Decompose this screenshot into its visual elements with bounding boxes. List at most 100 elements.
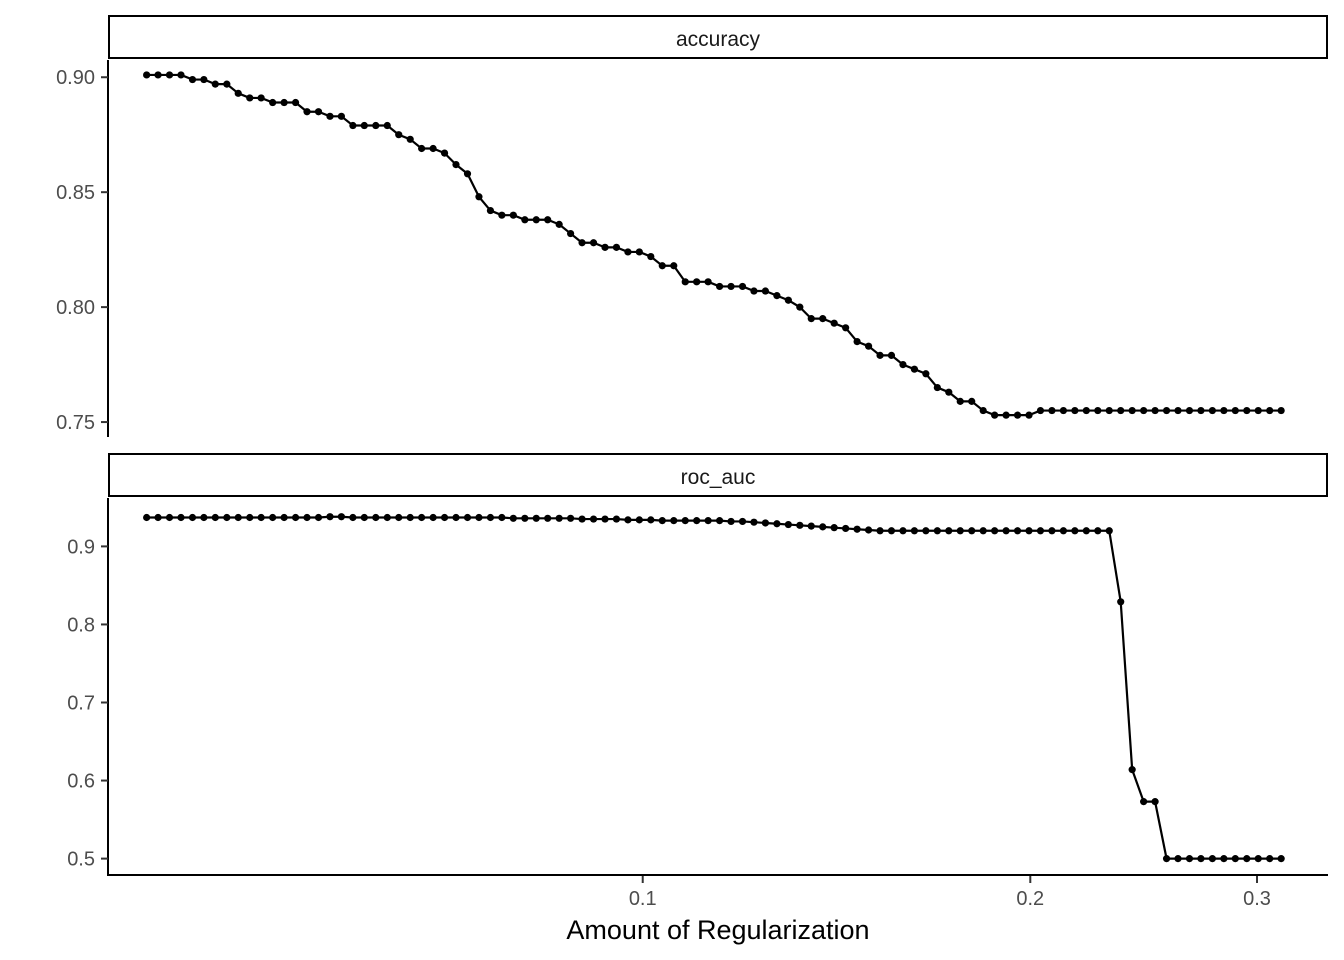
- data-point-accuracy: [165, 71, 174, 79]
- y-tick-label-roc-auc: 0.9: [67, 536, 95, 558]
- data-point-roc-auc: [509, 514, 517, 522]
- data-point-roc-auc: [395, 513, 403, 522]
- data-point-accuracy: [716, 282, 724, 291]
- x-tick-label: 0.1: [629, 888, 657, 910]
- data-point-roc-auc: [1105, 527, 1113, 535]
- data-point-accuracy: [463, 170, 472, 178]
- data-point-roc-auc: [200, 513, 208, 522]
- data-point-roc-auc: [314, 513, 323, 522]
- data-point-roc-auc: [1266, 855, 1274, 863]
- data-point-roc-auc: [246, 513, 254, 522]
- data-point-roc-auc: [624, 516, 632, 524]
- data-point-accuracy: [555, 220, 563, 228]
- data-point-accuracy: [922, 370, 930, 378]
- data-point-roc-auc: [177, 513, 185, 522]
- data-point-roc-auc: [1013, 527, 1022, 535]
- data-point-accuracy: [177, 71, 185, 79]
- data-point-accuracy: [1266, 406, 1274, 415]
- data-point-accuracy: [1208, 406, 1216, 415]
- data-point-roc-auc: [979, 527, 987, 535]
- data-point-roc-auc: [1277, 855, 1285, 863]
- data-point-accuracy: [1036, 406, 1045, 415]
- data-point-roc-auc: [257, 513, 265, 522]
- data-point-roc-auc: [922, 527, 930, 535]
- data-point-roc-auc: [1094, 527, 1102, 535]
- data-point-roc-auc: [280, 513, 288, 522]
- data-point-accuracy: [1117, 406, 1125, 415]
- data-point-roc-auc: [269, 513, 277, 522]
- data-point-accuracy: [704, 278, 712, 286]
- data-point-accuracy: [991, 411, 999, 419]
- data-point-roc-auc: [796, 521, 804, 529]
- data-point-accuracy: [968, 397, 976, 405]
- data-point-accuracy: [1013, 411, 1022, 419]
- data-point-accuracy: [1254, 406, 1262, 415]
- data-point-accuracy: [567, 229, 575, 238]
- data-point-roc-auc: [738, 517, 747, 526]
- data-point-roc-auc: [933, 527, 941, 535]
- y-tick-label-accuracy: 0.75: [56, 412, 95, 434]
- y-tick-label-roc-auc: 0.5: [67, 849, 95, 871]
- data-point-roc-auc: [418, 513, 426, 522]
- data-point-roc-auc: [337, 513, 345, 521]
- x-ticks: 0.1 0.2 0.3: [629, 876, 1271, 910]
- series-line-accuracy: [146, 73, 1282, 417]
- data-point-accuracy: [1002, 411, 1010, 419]
- data-point-accuracy: [727, 282, 735, 291]
- data-point-roc-auc: [635, 516, 643, 524]
- data-point-accuracy: [670, 262, 678, 270]
- data-point-accuracy: [269, 98, 277, 107]
- data-point-roc-auc: [773, 520, 781, 528]
- data-point-roc-auc: [1254, 855, 1262, 863]
- data-point-accuracy: [864, 342, 873, 350]
- data-point-accuracy: [1277, 406, 1285, 415]
- data-point-accuracy: [624, 248, 632, 256]
- data-point-accuracy: [1185, 406, 1194, 415]
- x-tick-label: 0.3: [1243, 888, 1271, 910]
- data-point-accuracy: [1025, 411, 1033, 419]
- data-point-roc-auc: [601, 515, 609, 523]
- data-point-accuracy: [509, 211, 517, 219]
- data-point-accuracy: [819, 315, 827, 323]
- data-point-roc-auc: [544, 514, 552, 522]
- series-line-roc-auc: [146, 515, 1282, 860]
- data-point-accuracy: [761, 287, 770, 295]
- data-point-accuracy: [1140, 406, 1148, 415]
- data-point-roc-auc: [1162, 855, 1171, 863]
- series-points-accuracy: [143, 71, 1285, 419]
- data-point-accuracy: [383, 121, 391, 130]
- data-point-accuracy: [796, 303, 804, 311]
- y-tick-label-roc-auc: 0.6: [67, 771, 95, 793]
- data-point-roc-auc: [383, 513, 391, 522]
- data-point-roc-auc: [1128, 766, 1136, 774]
- data-point-roc-auc: [589, 515, 598, 523]
- data-point-accuracy: [601, 243, 609, 251]
- data-point-accuracy: [1231, 406, 1239, 415]
- data-point-accuracy: [910, 365, 919, 373]
- data-point-roc-auc: [326, 513, 334, 521]
- data-point-accuracy: [658, 262, 666, 270]
- data-point-accuracy: [1082, 406, 1090, 415]
- data-point-roc-auc: [486, 513, 495, 522]
- data-point-accuracy: [647, 252, 655, 261]
- data-point-accuracy: [475, 193, 483, 201]
- data-point-roc-auc: [521, 514, 529, 522]
- data-point-roc-auc: [1185, 855, 1194, 863]
- data-point-accuracy: [853, 338, 861, 346]
- data-point-roc-auc: [647, 516, 655, 524]
- data-point-accuracy: [395, 131, 403, 139]
- data-point-accuracy: [807, 315, 815, 323]
- data-point-accuracy: [418, 144, 426, 153]
- panel-roc-auc: roc_auc 0.5 0.6 0.7 0.8 0.9: [67, 453, 1328, 876]
- data-point-accuracy: [498, 211, 506, 219]
- data-point-roc-auc: [693, 517, 701, 525]
- data-point-roc-auc: [704, 517, 712, 525]
- data-point-roc-auc: [1208, 855, 1216, 863]
- data-point-roc-auc: [234, 513, 242, 522]
- data-point-roc-auc: [807, 522, 815, 530]
- data-point-roc-auc: [555, 514, 563, 522]
- data-point-roc-auc: [716, 517, 724, 525]
- data-point-accuracy: [440, 149, 449, 157]
- data-point-accuracy: [1220, 406, 1228, 415]
- data-point-accuracy: [372, 121, 380, 130]
